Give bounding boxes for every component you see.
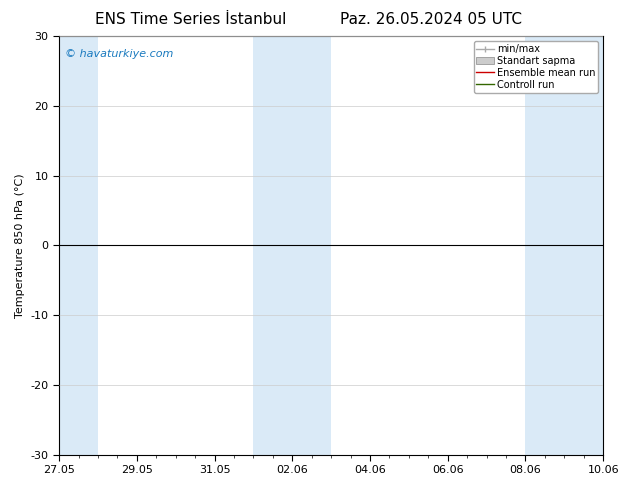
Text: ENS Time Series İstanbul: ENS Time Series İstanbul bbox=[94, 12, 286, 27]
Bar bbox=[526, 36, 603, 455]
Bar bbox=[254, 36, 331, 455]
Text: Paz. 26.05.2024 05 UTC: Paz. 26.05.2024 05 UTC bbox=[340, 12, 522, 27]
Legend: min/max, Standart sapma, Ensemble mean run, Controll run: min/max, Standart sapma, Ensemble mean r… bbox=[474, 41, 598, 93]
Text: © havaturkiye.com: © havaturkiye.com bbox=[65, 49, 173, 59]
Bar bbox=[59, 36, 98, 455]
Y-axis label: Temperature 850 hPa (°C): Temperature 850 hPa (°C) bbox=[15, 173, 25, 318]
